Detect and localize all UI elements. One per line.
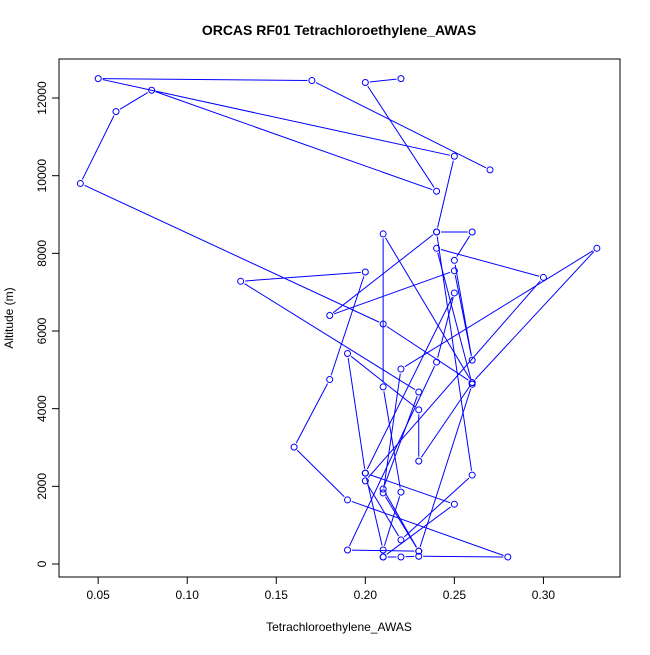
data-point <box>380 547 386 553</box>
y-tick-label: 4000 <box>35 395 49 422</box>
series-line-segment <box>475 252 594 380</box>
x-tick-label: 0.25 <box>443 588 467 602</box>
series-line-segment <box>455 275 471 355</box>
x-axis: 0.05 0.10 0.15 0.20 0.25 0.30 <box>87 577 556 602</box>
data-point <box>451 501 457 507</box>
data-point <box>451 153 457 159</box>
plot-frame <box>59 59 620 577</box>
data-point <box>309 78 315 84</box>
y-tick-label: 0 <box>35 560 49 567</box>
data-point <box>434 359 440 365</box>
series-line-segment <box>370 475 451 503</box>
y-tick-label: 8000 <box>35 240 49 267</box>
series-line-segment <box>297 450 344 496</box>
data-point <box>451 290 457 296</box>
data-point <box>345 351 351 357</box>
data-point <box>362 79 368 85</box>
data-point <box>398 537 404 543</box>
data-point <box>327 377 333 383</box>
data-point <box>434 188 440 194</box>
data-point <box>291 444 297 450</box>
series-line-segment <box>421 386 469 457</box>
series-line-segment <box>334 272 450 314</box>
data-point <box>380 554 386 560</box>
data-point <box>398 76 404 82</box>
data-series <box>77 76 599 560</box>
data-point <box>345 497 351 503</box>
series-line-segment <box>348 358 364 469</box>
series-line-segment <box>352 501 504 555</box>
x-tick-label: 0.10 <box>176 588 200 602</box>
data-point <box>398 489 404 495</box>
data-point <box>238 278 244 284</box>
y-tick-label: 12000 <box>35 81 49 115</box>
data-point <box>469 472 475 478</box>
x-axis-label: Tetrachloroethylene_AWAS <box>266 620 412 634</box>
series-line-segment <box>352 550 414 551</box>
x-tick-label: 0.05 <box>87 588 111 602</box>
data-point <box>380 231 386 237</box>
series-line-segment <box>245 272 361 281</box>
y-axis-label: Altitude (m) <box>2 287 16 348</box>
chart-title: ORCAS RF01 Tetrachloroethylene_AWAS <box>202 22 476 38</box>
series-line-segment <box>331 276 364 375</box>
series-line-segment <box>405 251 593 367</box>
data-point <box>451 257 457 263</box>
series-line-segment <box>457 236 470 257</box>
data-point <box>362 269 368 275</box>
y-tick-label: 2000 <box>35 473 49 500</box>
x-tick-label: 0.20 <box>354 588 378 602</box>
series-line-segment <box>404 478 469 537</box>
data-point <box>77 180 83 186</box>
data-point <box>416 458 422 464</box>
series-line-segment <box>437 236 471 470</box>
data-point <box>416 389 422 395</box>
series-line-segment <box>84 185 379 322</box>
series-line-segment <box>120 93 148 110</box>
x-tick-label: 0.15 <box>265 588 289 602</box>
data-point <box>398 554 404 560</box>
data-point <box>398 366 404 372</box>
series-line-segment <box>296 384 327 444</box>
data-point <box>487 167 493 173</box>
data-point <box>505 554 511 560</box>
series-line-segment <box>370 79 397 82</box>
y-tick-label: 10000 <box>35 159 49 193</box>
x-tick-label: 0.30 <box>532 588 556 602</box>
series-line-segment <box>368 281 540 478</box>
data-point <box>345 547 351 553</box>
data-point <box>540 274 546 280</box>
data-point <box>380 384 386 390</box>
y-tick-label: 6000 <box>35 317 49 344</box>
data-point <box>434 229 440 235</box>
series-line-segment <box>103 79 308 81</box>
series-line-segment <box>156 92 432 190</box>
series-line-segment <box>316 83 486 168</box>
data-point <box>113 109 119 115</box>
series-line-segment <box>438 161 454 228</box>
data-point <box>380 490 386 496</box>
series-line-segment <box>423 556 503 557</box>
data-point <box>469 229 475 235</box>
y-axis: 0 2000 4000 6000 8000 10000 12000 <box>35 81 59 567</box>
data-point <box>327 312 333 318</box>
data-point <box>416 407 422 413</box>
series-line-segment <box>82 116 114 180</box>
data-point <box>469 357 475 363</box>
data-point <box>95 76 101 82</box>
data-point <box>362 470 368 476</box>
data-point <box>594 245 600 251</box>
